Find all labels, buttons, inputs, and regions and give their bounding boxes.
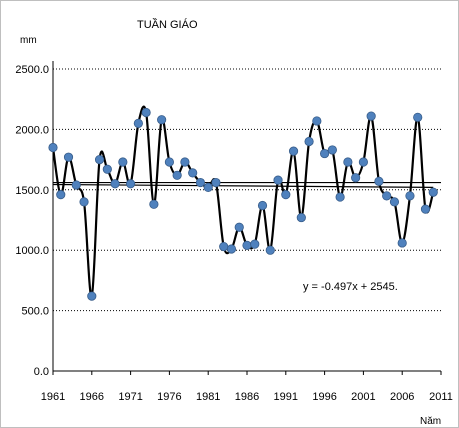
data-point	[63, 152, 74, 162]
x-axis-label: Năm	[420, 416, 441, 427]
data-point	[312, 116, 322, 126]
x-tick-label: 2011	[429, 391, 453, 403]
data-point	[234, 222, 244, 232]
data-point	[87, 291, 97, 301]
data-point	[405, 191, 415, 201]
data-point	[374, 176, 384, 186]
data-point	[219, 241, 229, 252]
data-point	[126, 179, 136, 189]
x-tick-label: 1991	[274, 391, 298, 403]
data-point	[319, 148, 330, 159]
data-point	[366, 111, 376, 121]
data-point	[257, 200, 268, 211]
data-point	[172, 170, 182, 180]
data-point	[281, 190, 291, 200]
data-point	[118, 157, 128, 167]
data-point	[273, 175, 283, 185]
y-tick-label: 1500.0	[15, 185, 49, 197]
data-point	[413, 112, 423, 122]
data-point	[358, 157, 368, 167]
data-point	[250, 239, 260, 249]
data-point	[71, 180, 81, 190]
data-point	[164, 157, 174, 167]
data-point	[420, 204, 431, 214]
data-point	[149, 199, 159, 209]
data-point	[203, 182, 213, 192]
data-point	[265, 245, 275, 255]
x-tick-label: 1971	[118, 391, 142, 403]
data-point	[79, 197, 89, 207]
data-point	[56, 190, 66, 200]
x-tick-label: 1961	[41, 391, 65, 403]
y-tick-label: 500.0	[21, 306, 49, 318]
data-point	[102, 164, 112, 174]
x-tick-label: 2006	[390, 391, 414, 403]
data-point	[397, 238, 407, 248]
data-point	[343, 157, 353, 167]
data-point	[304, 136, 314, 147]
data-point	[180, 157, 190, 167]
x-tick-label: 2001	[351, 391, 375, 403]
y-tick-label: 2000.0	[15, 124, 49, 136]
data-point	[428, 187, 438, 197]
data-point	[351, 173, 361, 183]
data-point	[296, 212, 306, 223]
data-point	[327, 145, 337, 155]
y-axis-label: mm	[20, 35, 37, 46]
data-point	[288, 146, 299, 156]
x-tick-label: 1996	[312, 391, 336, 403]
data-point	[195, 177, 206, 188]
data-point	[226, 244, 237, 254]
y-tick-label: 2500.0	[15, 64, 49, 76]
x-tick-label: 1981	[196, 391, 220, 403]
data-point	[133, 118, 143, 128]
trend-equation: y = -0.497x + 2545.	[303, 281, 398, 293]
x-tick-label: 1986	[235, 391, 259, 403]
data-point	[188, 168, 198, 178]
data-point	[382, 191, 392, 201]
y-tick-label: 0.0	[34, 366, 49, 378]
data-point	[157, 115, 167, 125]
data-point	[389, 197, 400, 207]
data-point	[211, 177, 221, 188]
data-point	[94, 155, 105, 165]
data-point	[48, 142, 58, 153]
x-tick-label: 1966	[80, 391, 104, 403]
data-point	[141, 107, 151, 118]
data-point	[242, 240, 252, 250]
data-point	[335, 192, 345, 202]
chart-title: TUẦN GIÁO	[137, 18, 198, 31]
data-point	[110, 179, 120, 189]
x-tick-label: 1976	[157, 391, 181, 403]
y-tick-label: 1000.0	[15, 245, 49, 257]
